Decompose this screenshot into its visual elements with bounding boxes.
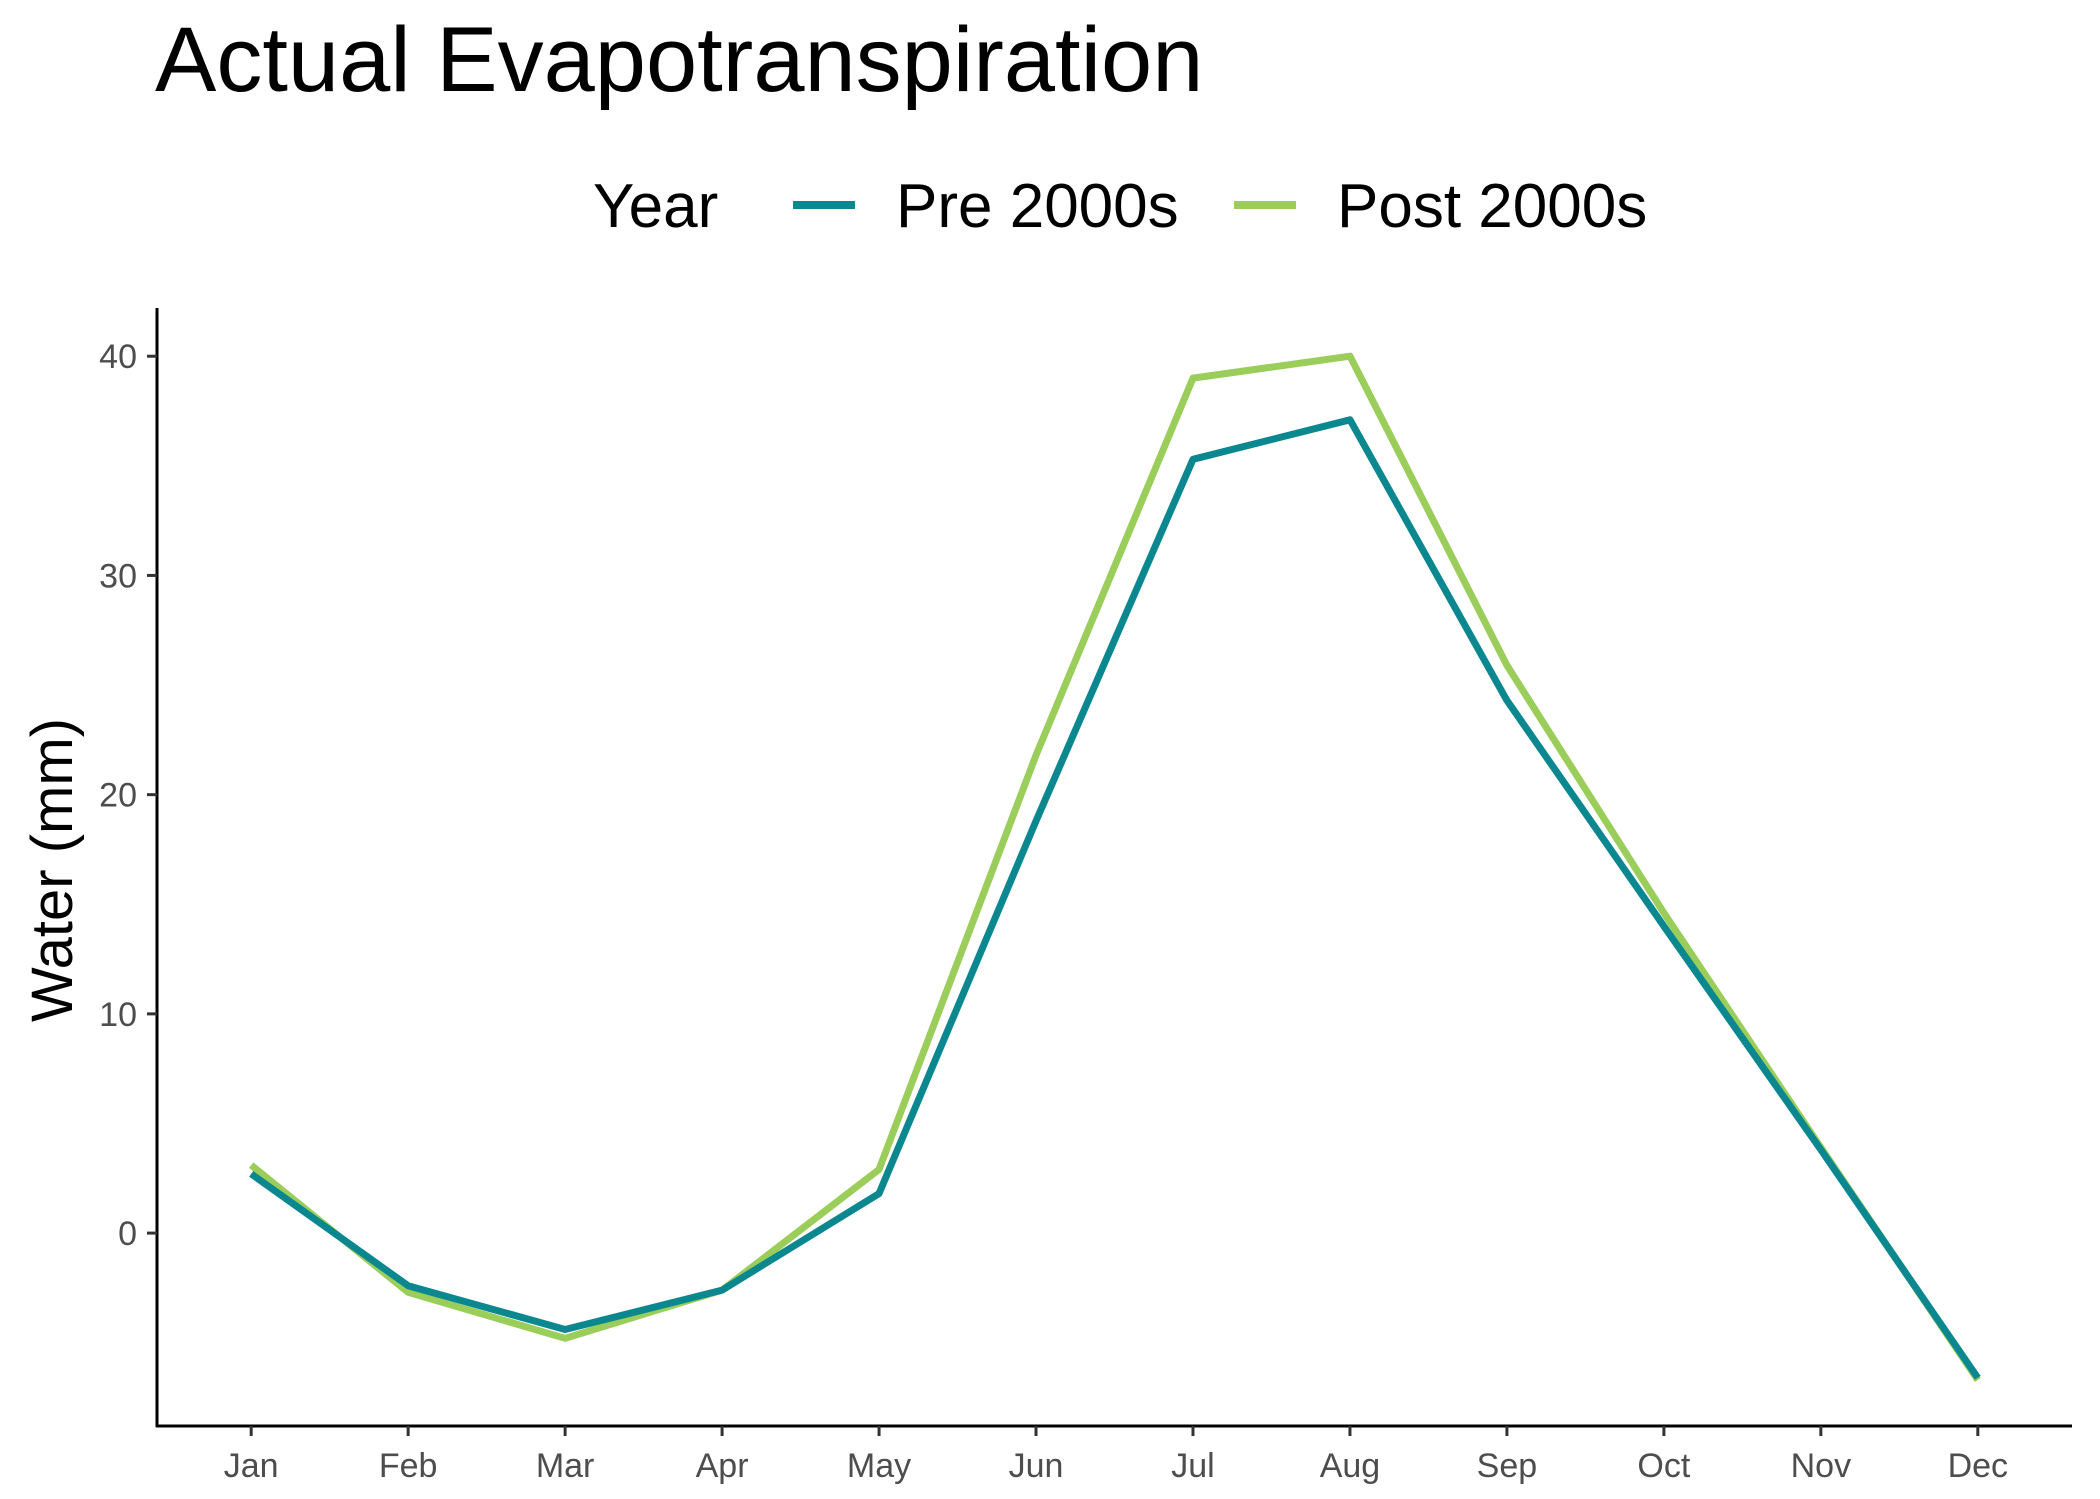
y-axis-title: Water (mm): [20, 718, 85, 1022]
y-tick-label: 40: [99, 338, 137, 376]
legend-title: Year: [593, 172, 718, 241]
x-tick-label: Apr: [696, 1447, 749, 1485]
x-tick-label: Oct: [1637, 1447, 1690, 1485]
x-tick-label: Mar: [536, 1447, 595, 1485]
x-tick-label: Jul: [1171, 1447, 1214, 1485]
legend-label-pre-2000s: Pre 2000s: [896, 172, 1179, 241]
x-tick-label: Sep: [1477, 1447, 1538, 1485]
x-tick-label: Jun: [1009, 1447, 1064, 1485]
x-tick-label: Feb: [379, 1447, 438, 1485]
chart-title: Actual Evapotranspiration: [155, 9, 1204, 111]
x-tick-label: Nov: [1791, 1447, 1851, 1485]
legend-label-post-2000s: Post 2000s: [1337, 172, 1647, 241]
axes: 0 10 20 30 40 Jan Feb Mar Apr May Jun Jul Aug Sep Oct N…: [99, 308, 2072, 1485]
x-tick-label: May: [847, 1447, 911, 1485]
series-layer: [248, 352, 1981, 1382]
legend: Year Pre 2000s Post 2000s: [593, 172, 1647, 241]
x-tick-label: Aug: [1320, 1447, 1381, 1485]
y-tick-label: 20: [99, 777, 137, 815]
x-tick-label: Dec: [1948, 1447, 2008, 1485]
series-line-pre-2000s: [249, 416, 1981, 1380]
y-tick-label: 30: [99, 557, 137, 595]
x-tick-label: Jan: [224, 1447, 279, 1485]
y-tick-label: 10: [99, 996, 137, 1034]
y-tick-label: 0: [118, 1215, 137, 1253]
series-line-post-2000s: [248, 352, 1981, 1382]
